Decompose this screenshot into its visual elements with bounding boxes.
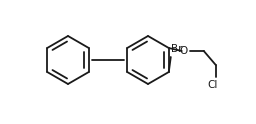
Text: Br: Br [171,44,182,54]
Text: O: O [180,46,188,56]
Text: Cl: Cl [208,80,218,90]
